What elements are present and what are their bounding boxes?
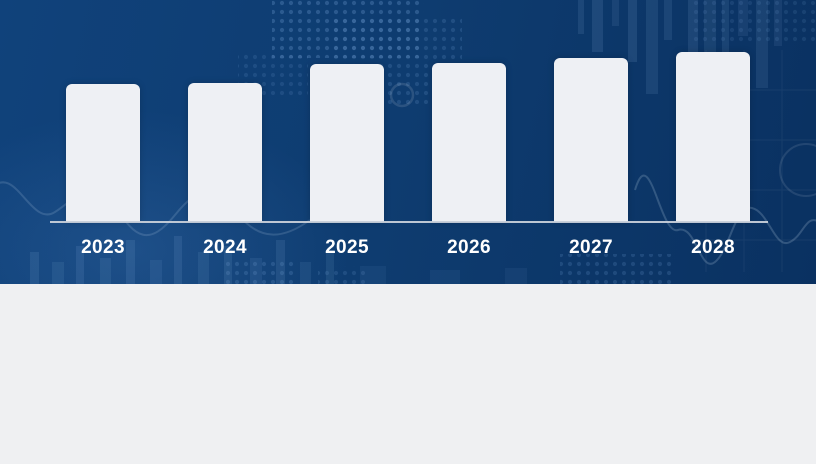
chart-section: 2023 2024 2025 2026 2027 2028 xyxy=(0,0,816,390)
chart-bar-2027 xyxy=(554,58,628,222)
chart-bar-2026 xyxy=(432,63,506,222)
bar-label-2027: 2027 xyxy=(569,237,613,258)
x-axis-line xyxy=(50,221,768,223)
bar-label-2023: 2023 xyxy=(81,237,125,258)
bar-label-2025: 2025 xyxy=(325,237,369,258)
chart-bar-2023 xyxy=(66,84,140,222)
chart-bar-2028 xyxy=(676,52,750,222)
bar-label-2026: 2026 xyxy=(447,237,491,258)
chart-bar-2025 xyxy=(310,64,384,222)
bar-chart: 2023 2024 2025 2026 2027 2028 xyxy=(66,52,750,258)
bar-label-2028: 2028 xyxy=(691,237,735,258)
chart-bar-2024 xyxy=(188,83,262,222)
stats-section: 6.75% CAGR (2023-2028) $ xyxy=(0,284,816,464)
bar-label-2024: 2024 xyxy=(203,237,247,258)
